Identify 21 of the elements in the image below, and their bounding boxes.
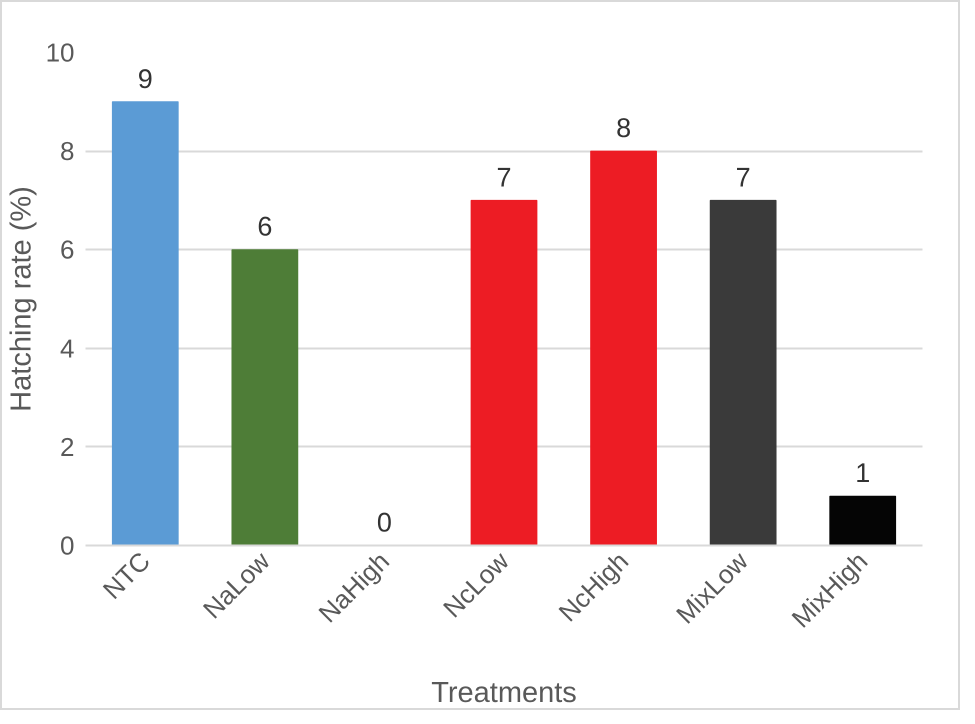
y-tick-label: 0 <box>60 530 75 560</box>
bar <box>112 101 179 546</box>
data-label: 9 <box>138 64 153 94</box>
y-tick-label: 2 <box>60 432 75 462</box>
x-axis-title: Treatments <box>431 677 577 710</box>
data-label: 6 <box>257 212 272 242</box>
y-axis-title: Hatching rate (%) <box>6 186 38 412</box>
bar <box>470 200 538 546</box>
y-tick-label: 10 <box>46 38 74 68</box>
y-tick-label: 4 <box>60 333 75 364</box>
data-label: 0 <box>376 508 392 538</box>
data-label: 7 <box>736 162 751 192</box>
data-label: 8 <box>616 113 632 144</box>
data-label: 7 <box>496 162 512 192</box>
data-label: 1 <box>855 458 870 488</box>
bar <box>710 200 777 546</box>
y-tick-label: 6 <box>60 234 75 265</box>
bar <box>829 496 896 546</box>
bar <box>231 249 298 546</box>
y-tick-label: 8 <box>60 136 75 166</box>
bar <box>590 150 657 546</box>
